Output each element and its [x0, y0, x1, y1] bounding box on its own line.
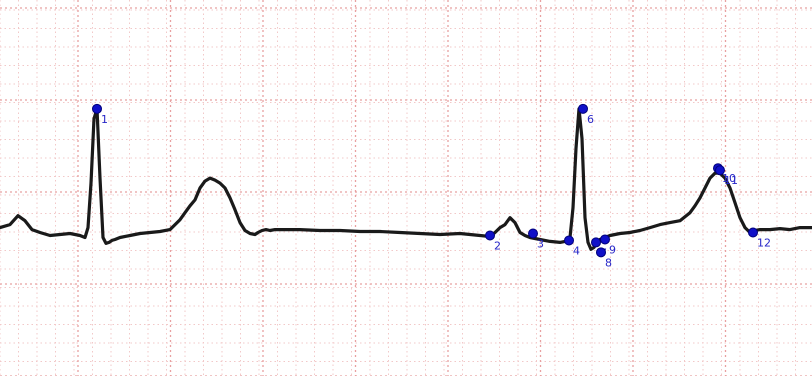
annotation-label: 10 — [722, 172, 736, 185]
annotation-markers: 12346789101112 — [92, 103, 771, 269]
annotation-point — [564, 235, 574, 246]
annotation-label: 8 — [605, 256, 612, 269]
annotation-label: 2 — [494, 239, 501, 252]
annotation-label: 11 — [724, 174, 738, 187]
annotation-point — [600, 234, 610, 245]
annotation-point — [528, 228, 538, 239]
annotation-label: 3 — [537, 238, 544, 251]
annotation-label: 6 — [587, 113, 594, 126]
annotation-point — [591, 237, 601, 248]
annotation-label: 1 — [101, 113, 108, 126]
annotation-label: 4 — [573, 244, 580, 257]
annotation-point — [485, 230, 495, 241]
annotation-point — [748, 227, 758, 238]
annotation-point — [92, 103, 102, 114]
annotation-point — [715, 165, 725, 176]
ecg-trace-line — [0, 107, 812, 251]
annotation-label: 12 — [757, 237, 771, 250]
annotation-point — [596, 247, 606, 258]
annotation-label: 9 — [609, 243, 616, 256]
annotation-point — [578, 103, 588, 114]
